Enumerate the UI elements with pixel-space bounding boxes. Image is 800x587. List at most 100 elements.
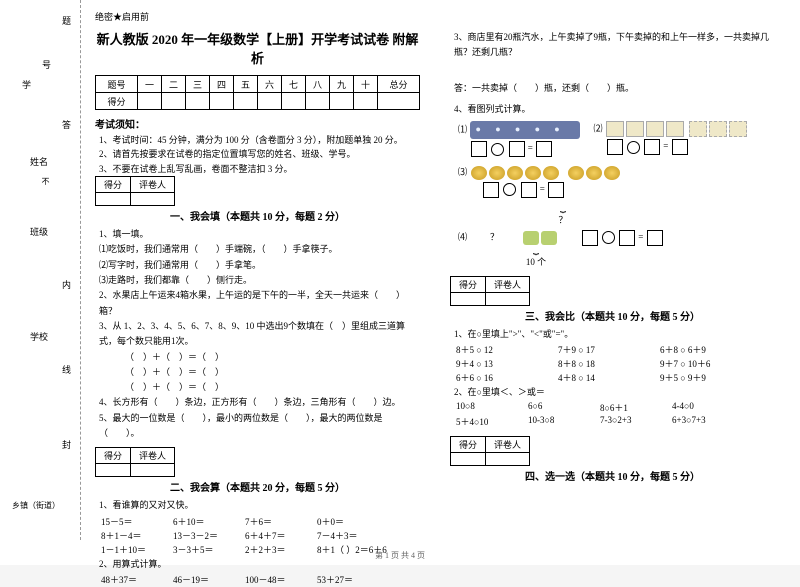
mini-defen: 得分 [96, 177, 131, 193]
cmp-r1: 8＋5 ○ 12 7＋9 ○ 17 6＋8 ○ 6＋9 [456, 343, 775, 356]
img-icon [606, 121, 624, 137]
n13: 6+3○7+3 [672, 415, 732, 428]
horn-icon [523, 231, 539, 245]
mini4-defen: 得分 [451, 437, 486, 453]
pic-4: ⑷ ？ = ⏟ 10 个 [458, 230, 775, 268]
calc-r2: 8＋1－4＝ 13－3－2＝ 6＋4＋7＝ 7－4＋3＝ [101, 529, 420, 542]
m10: 9＋4 ○ 13 [456, 357, 546, 370]
mini-score-2: 得分评卷人 [95, 447, 175, 477]
s3-q2: 2、在○里填＜、＞或＝ [454, 385, 775, 400]
side-hao: 号 [40, 60, 53, 69]
d00: 48＋37＝ [101, 573, 161, 586]
s3-q1: 1、在○里填上">"、"<"或"="。 [454, 327, 775, 342]
score-h0: 题号 [96, 76, 138, 93]
pic-3: ⑶ = ⏟ ？ [458, 165, 775, 226]
c03: 0＋0＝ [317, 515, 377, 528]
side-feng: 封 [60, 440, 73, 449]
eq3a: = [482, 182, 775, 198]
score-h7: 七 [281, 76, 305, 93]
side-da: 答 [60, 120, 73, 129]
c02: 7＋6＝ [245, 515, 305, 528]
brace-4: ⏟ [476, 244, 596, 255]
score-h2: 二 [161, 76, 185, 93]
side-ti: 题 [60, 16, 73, 25]
m01: 7＋9 ○ 17 [558, 343, 648, 356]
m11: 8＋8 ○ 18 [558, 357, 648, 370]
c00: 15－5＝ [101, 515, 161, 528]
right-column: 3、商店里有20瓶汽水，上午卖掉了9瓶，下午卖掉的和上午一样多，一共卖掉几瓶？还… [450, 10, 775, 587]
m00: 8＋5 ○ 12 [456, 343, 546, 356]
notice-3: 3、不要在试卷上乱写乱画，卷面不整洁扣 3 分。 [99, 162, 420, 176]
eq4: = [581, 232, 664, 242]
mini-score-1: 得分评卷人 [95, 176, 175, 206]
section-2-title: 二、我会算（本题共 20 分，每题 5 分） [95, 479, 420, 494]
calc-r1: 15－5＝ 6＋10＝ 7＋6＝ 0＋0＝ [101, 515, 420, 528]
side-bu: 不 [40, 177, 51, 185]
notice-head: 考试须知： [95, 116, 420, 131]
content-columns: 绝密★启用前 新人教版 2020 年一年级数学【上册】开学考试试卷 附解析 题号… [95, 10, 775, 587]
score-h5: 五 [233, 76, 257, 93]
cmp2-r1: 10○8 6○6 8○6＋1 4-4○0 [456, 401, 775, 414]
secret-line: 绝密★启用前 [95, 10, 420, 23]
n01: 6○6 [528, 401, 588, 414]
ten-label: 10 个 [476, 255, 596, 268]
cmp-r3: 6＋6 ○ 16 4＋8 ○ 14 9＋5 ○ 9＋9 [456, 371, 775, 384]
eq1: = [470, 141, 584, 157]
score-h1: 一 [137, 76, 161, 93]
c12: 6＋4＋7＝ [245, 529, 305, 542]
m02: 6＋8 ○ 6＋9 [660, 343, 720, 356]
dotbox-icon [470, 121, 580, 139]
mini-pjr: 评卷人 [131, 177, 175, 193]
notice-1: 1、考试时间：45 分钟，满分为 100 分（含卷面分 3 分），附加题单独 2… [99, 133, 420, 147]
c01: 6＋10＝ [173, 515, 233, 528]
q2: 2、水果店上午运来4箱水果，上午运的是下午的一半，全天一共运来（ ）箱？ [99, 288, 420, 319]
n11: 10-3○8 [528, 415, 588, 428]
mini3-defen: 得分 [451, 276, 486, 292]
score-table: 题号 一 二 三 四 五 六 七 八 九 十 总分 得分 [95, 75, 420, 110]
section-3-title: 三、我会比（本题共 10 分，每题 5 分） [450, 308, 775, 323]
c11: 13－3－2＝ [173, 529, 233, 542]
q1-lead: 1、填一填。 [99, 227, 420, 242]
qmark-4: ？ [470, 230, 520, 243]
brace-3: ⏟ [478, 202, 648, 213]
q1-l3: ⑶走路时，我们都靠（ ）侧行走。 [99, 273, 420, 288]
c10: 8＋1－4＝ [101, 529, 161, 542]
q1-l2: ⑵写字时，我们通常用（ ）手拿笔。 [99, 258, 420, 273]
mini2-pjr: 评卷人 [131, 448, 175, 464]
m20: 6＋6 ○ 16 [456, 371, 546, 384]
side-xuexiao: 学校 [30, 330, 48, 343]
d02: 100－48＝ [245, 573, 305, 586]
side-xue: 学 [20, 80, 33, 89]
side-xingming: 姓名 [30, 155, 48, 168]
r-ans: 答：一共卖掉（ ）瓶，还剩（ ）瓶。 [454, 81, 775, 96]
mini-score-4: 得分评卷人 [450, 436, 530, 466]
q5: 5、最大的一位数是（ ），最小的两位数是（ ），最大的两位数是（ ）。 [99, 411, 420, 442]
mini2-defen: 得分 [96, 448, 131, 464]
score-h9: 九 [329, 76, 353, 93]
s2-q1: 1、看谁算的又对又快。 [99, 498, 420, 513]
r-q3: 3、商店里有20瓶汽水，上午卖掉了9瓶，下午卖掉的和上午一样多，一共卖掉几瓶？还… [454, 30, 775, 61]
binding-margin: 题 号 学 答 姓名 不 班级 内 学校 线 封 乡镇（街道） [10, 0, 81, 540]
side-nei: 内 [60, 280, 73, 289]
n12: 7-3○2+3 [600, 415, 660, 428]
q3-r1: （ ）＋（ ）＝（ ） [125, 350, 420, 365]
left-column: 绝密★启用前 新人教版 2020 年一年级数学【上册】开学考试试卷 附解析 题号… [95, 10, 420, 587]
m21: 4＋8 ○ 14 [558, 371, 648, 384]
mini3-pjr: 评卷人 [486, 276, 530, 292]
qmark-3: ？ [478, 213, 648, 226]
score-h10: 十 [353, 76, 377, 93]
n00: 10○8 [456, 401, 516, 414]
pic-1: ⑴ = [458, 121, 584, 163]
side-banji: 班级 [30, 225, 48, 238]
exam-title: 新人教版 2020 年一年级数学【上册】开学考试试卷 附解析 [95, 29, 420, 67]
bee-icon [471, 166, 487, 180]
q1-l1: ⑴吃饭时，我们通常用（ ）手端碗，（ ）手拿筷子。 [99, 242, 420, 257]
mini-score-3: 得分评卷人 [450, 276, 530, 306]
imgdash-icon [689, 121, 707, 137]
cmp-r2: 9＋4 ○ 13 8＋8 ○ 18 9＋7 ○ 10＋6 [456, 357, 775, 370]
score-h8: 八 [305, 76, 329, 93]
section-4-title: 四、选一选（本题共 10 分，每题 5 分） [450, 468, 775, 483]
section-1-title: 一、我会填（本题共 10 分，每题 2 分） [95, 208, 420, 223]
n10: 5＋4○10 [456, 415, 516, 428]
m12: 9＋7 ○ 10＋6 [660, 357, 720, 370]
